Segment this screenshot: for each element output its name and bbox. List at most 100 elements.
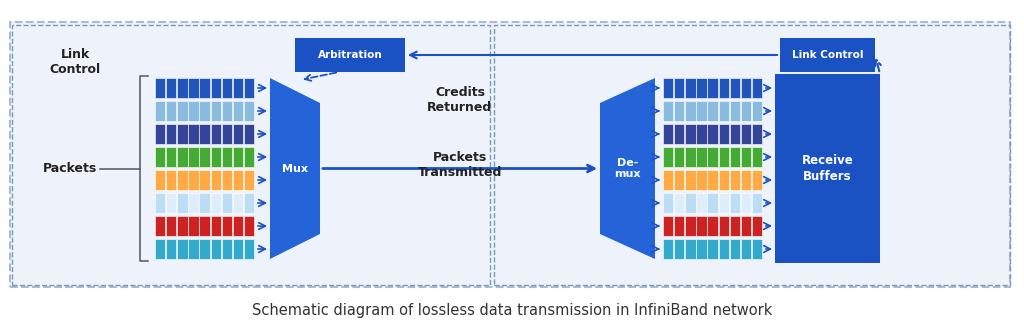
FancyBboxPatch shape <box>177 78 187 98</box>
FancyBboxPatch shape <box>740 101 751 121</box>
Text: Packets
Transmitted: Packets Transmitted <box>418 151 502 179</box>
FancyBboxPatch shape <box>708 101 718 121</box>
FancyBboxPatch shape <box>663 78 674 98</box>
FancyBboxPatch shape <box>155 193 165 213</box>
FancyBboxPatch shape <box>232 170 243 190</box>
FancyBboxPatch shape <box>685 193 695 213</box>
FancyBboxPatch shape <box>663 147 674 167</box>
FancyBboxPatch shape <box>674 239 684 259</box>
FancyBboxPatch shape <box>696 170 707 190</box>
FancyBboxPatch shape <box>244 147 254 167</box>
FancyBboxPatch shape <box>244 170 254 190</box>
Text: Arbitration: Arbitration <box>317 50 382 60</box>
FancyBboxPatch shape <box>708 124 718 144</box>
FancyBboxPatch shape <box>685 147 695 167</box>
FancyBboxPatch shape <box>719 239 729 259</box>
FancyBboxPatch shape <box>166 216 176 236</box>
FancyBboxPatch shape <box>752 124 762 144</box>
FancyBboxPatch shape <box>708 216 718 236</box>
FancyBboxPatch shape <box>155 101 165 121</box>
FancyBboxPatch shape <box>188 216 199 236</box>
FancyBboxPatch shape <box>752 78 762 98</box>
FancyBboxPatch shape <box>752 216 762 236</box>
FancyBboxPatch shape <box>696 193 707 213</box>
FancyBboxPatch shape <box>752 147 762 167</box>
FancyBboxPatch shape <box>177 239 187 259</box>
FancyBboxPatch shape <box>663 101 674 121</box>
FancyBboxPatch shape <box>221 170 232 190</box>
FancyBboxPatch shape <box>155 216 165 236</box>
FancyBboxPatch shape <box>663 124 674 144</box>
FancyBboxPatch shape <box>232 193 243 213</box>
FancyBboxPatch shape <box>221 101 232 121</box>
FancyBboxPatch shape <box>719 78 729 98</box>
FancyBboxPatch shape <box>232 239 243 259</box>
FancyBboxPatch shape <box>685 170 695 190</box>
FancyBboxPatch shape <box>708 239 718 259</box>
FancyBboxPatch shape <box>685 78 695 98</box>
Text: Receive
Buffers: Receive Buffers <box>802 154 853 182</box>
FancyBboxPatch shape <box>244 193 254 213</box>
FancyBboxPatch shape <box>708 78 718 98</box>
FancyBboxPatch shape <box>155 147 165 167</box>
FancyBboxPatch shape <box>211 78 221 98</box>
FancyBboxPatch shape <box>166 78 176 98</box>
FancyBboxPatch shape <box>177 124 187 144</box>
FancyBboxPatch shape <box>188 239 199 259</box>
Text: Credits
Returned: Credits Returned <box>427 86 493 114</box>
FancyBboxPatch shape <box>188 101 199 121</box>
FancyBboxPatch shape <box>188 147 199 167</box>
FancyBboxPatch shape <box>730 239 740 259</box>
FancyBboxPatch shape <box>674 147 684 167</box>
FancyBboxPatch shape <box>177 170 187 190</box>
FancyBboxPatch shape <box>221 124 232 144</box>
FancyBboxPatch shape <box>674 78 684 98</box>
FancyBboxPatch shape <box>211 193 221 213</box>
FancyBboxPatch shape <box>188 78 199 98</box>
FancyBboxPatch shape <box>780 38 874 72</box>
FancyBboxPatch shape <box>696 124 707 144</box>
FancyBboxPatch shape <box>730 101 740 121</box>
FancyBboxPatch shape <box>188 170 199 190</box>
FancyBboxPatch shape <box>200 124 210 144</box>
Text: Link
Control: Link Control <box>49 48 100 76</box>
FancyBboxPatch shape <box>663 170 674 190</box>
FancyBboxPatch shape <box>244 78 254 98</box>
FancyBboxPatch shape <box>740 193 751 213</box>
FancyBboxPatch shape <box>166 193 176 213</box>
FancyBboxPatch shape <box>232 147 243 167</box>
FancyBboxPatch shape <box>752 193 762 213</box>
FancyBboxPatch shape <box>244 239 254 259</box>
FancyBboxPatch shape <box>155 170 165 190</box>
FancyBboxPatch shape <box>719 170 729 190</box>
FancyBboxPatch shape <box>719 216 729 236</box>
FancyBboxPatch shape <box>696 78 707 98</box>
FancyBboxPatch shape <box>708 170 718 190</box>
FancyBboxPatch shape <box>663 193 674 213</box>
FancyBboxPatch shape <box>211 170 221 190</box>
FancyBboxPatch shape <box>200 193 210 213</box>
FancyBboxPatch shape <box>752 170 762 190</box>
Text: Packets: Packets <box>43 162 97 175</box>
FancyBboxPatch shape <box>244 124 254 144</box>
FancyBboxPatch shape <box>166 170 176 190</box>
FancyBboxPatch shape <box>155 78 165 98</box>
Text: Schematic diagram of lossless data transmission in InfiniBand network: Schematic diagram of lossless data trans… <box>252 302 772 318</box>
FancyBboxPatch shape <box>663 216 674 236</box>
FancyBboxPatch shape <box>221 216 232 236</box>
FancyBboxPatch shape <box>211 147 221 167</box>
FancyBboxPatch shape <box>674 124 684 144</box>
Text: De-
mux: De- mux <box>614 158 641 179</box>
FancyBboxPatch shape <box>696 239 707 259</box>
FancyBboxPatch shape <box>200 239 210 259</box>
FancyBboxPatch shape <box>685 216 695 236</box>
FancyBboxPatch shape <box>730 124 740 144</box>
FancyBboxPatch shape <box>177 101 187 121</box>
FancyBboxPatch shape <box>200 170 210 190</box>
FancyBboxPatch shape <box>221 78 232 98</box>
FancyBboxPatch shape <box>221 239 232 259</box>
FancyBboxPatch shape <box>10 22 1010 287</box>
FancyBboxPatch shape <box>740 216 751 236</box>
FancyBboxPatch shape <box>696 147 707 167</box>
FancyBboxPatch shape <box>740 124 751 144</box>
